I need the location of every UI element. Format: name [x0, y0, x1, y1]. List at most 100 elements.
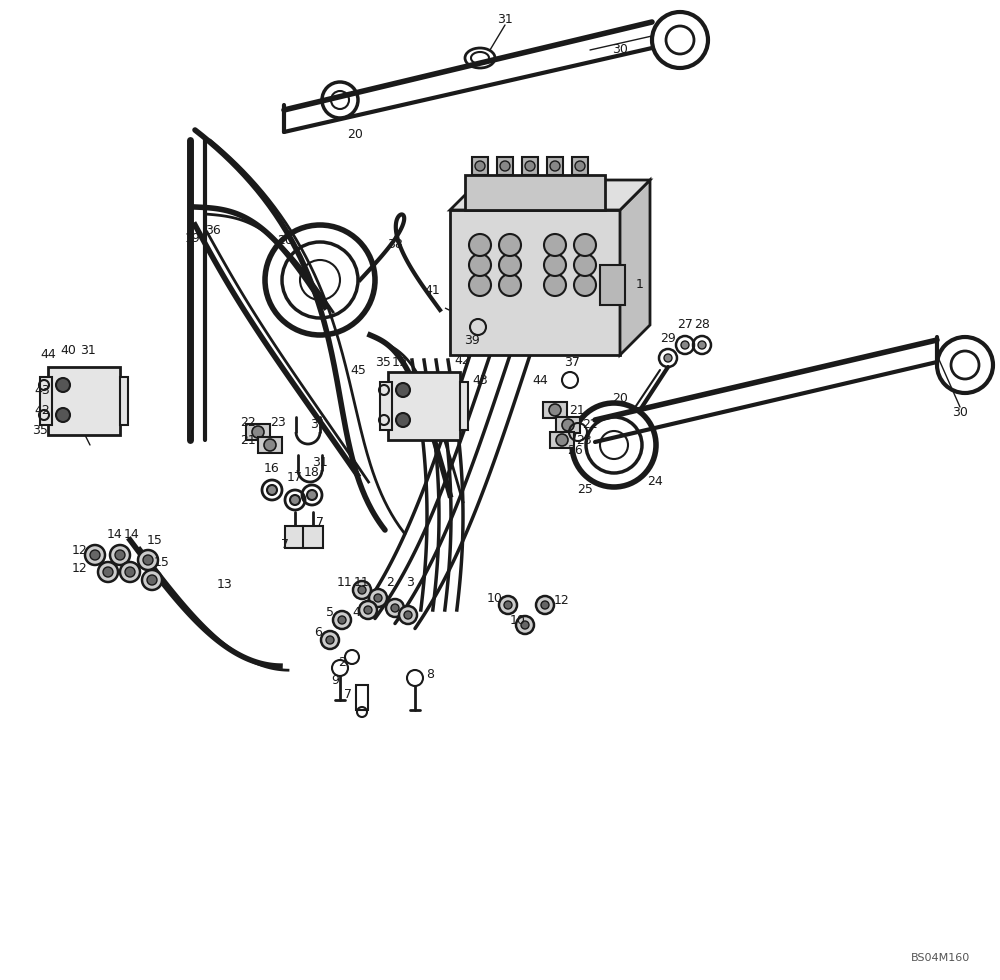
- Text: 12: 12: [72, 562, 88, 574]
- Circle shape: [525, 161, 535, 171]
- Text: 12: 12: [554, 594, 570, 607]
- Circle shape: [142, 570, 162, 590]
- Circle shape: [85, 545, 105, 565]
- Text: 31: 31: [80, 344, 96, 357]
- Circle shape: [499, 254, 521, 276]
- Circle shape: [681, 341, 689, 349]
- Bar: [497, 157, 513, 175]
- Text: 18: 18: [304, 466, 320, 479]
- Circle shape: [500, 161, 510, 171]
- Circle shape: [120, 562, 140, 582]
- Text: 19: 19: [392, 356, 408, 368]
- Bar: [572, 157, 588, 175]
- Bar: [543, 402, 567, 418]
- Text: 8: 8: [426, 668, 434, 681]
- Bar: [547, 157, 563, 175]
- Text: 35: 35: [32, 423, 48, 436]
- Bar: [380, 382, 392, 430]
- Circle shape: [138, 550, 158, 570]
- Bar: [600, 265, 625, 305]
- Circle shape: [264, 439, 276, 451]
- Circle shape: [115, 550, 125, 560]
- Circle shape: [536, 596, 554, 614]
- Text: 19: 19: [185, 231, 201, 244]
- Text: 31: 31: [497, 14, 513, 26]
- Text: 22: 22: [240, 416, 256, 428]
- Text: 31: 31: [312, 456, 328, 468]
- Circle shape: [541, 601, 549, 609]
- Circle shape: [110, 545, 130, 565]
- Text: 22: 22: [582, 418, 598, 431]
- Text: 2: 2: [338, 656, 346, 668]
- Text: 21: 21: [569, 404, 585, 416]
- Circle shape: [475, 161, 485, 171]
- Polygon shape: [620, 180, 650, 355]
- Circle shape: [369, 589, 387, 607]
- Circle shape: [521, 621, 529, 629]
- Text: 2: 2: [386, 575, 394, 589]
- Text: 41: 41: [424, 283, 440, 297]
- Circle shape: [404, 611, 412, 619]
- Text: 35: 35: [375, 356, 391, 368]
- Text: 17: 17: [287, 471, 303, 484]
- Text: 3: 3: [406, 575, 414, 589]
- Text: 38: 38: [387, 238, 403, 252]
- Text: 12: 12: [72, 544, 88, 557]
- Circle shape: [544, 274, 566, 296]
- Text: 40: 40: [60, 344, 76, 357]
- Bar: [303, 526, 323, 548]
- Circle shape: [396, 413, 410, 427]
- Circle shape: [544, 234, 566, 256]
- Text: 14: 14: [124, 528, 140, 542]
- Text: 29: 29: [660, 331, 676, 345]
- Text: 44: 44: [40, 349, 56, 362]
- Text: 14: 14: [107, 528, 123, 542]
- Text: 4: 4: [352, 606, 360, 618]
- Bar: [450, 210, 620, 355]
- Text: 11: 11: [337, 575, 353, 589]
- Text: 28: 28: [694, 318, 710, 331]
- Bar: [285, 526, 305, 548]
- Text: 11: 11: [354, 575, 370, 589]
- Text: 16: 16: [264, 462, 280, 474]
- Bar: [120, 377, 128, 425]
- Text: 44: 44: [532, 373, 548, 386]
- Circle shape: [252, 426, 264, 438]
- Text: BS04M160: BS04M160: [910, 953, 970, 963]
- Circle shape: [469, 274, 491, 296]
- Bar: [522, 157, 538, 175]
- Text: 39: 39: [464, 333, 480, 347]
- Circle shape: [267, 485, 277, 495]
- Circle shape: [562, 419, 574, 431]
- Circle shape: [374, 594, 382, 602]
- Circle shape: [56, 378, 70, 392]
- Bar: [388, 372, 460, 440]
- Circle shape: [664, 354, 672, 362]
- Circle shape: [574, 234, 596, 256]
- Circle shape: [399, 606, 417, 624]
- Text: 20: 20: [347, 128, 363, 141]
- Text: 31: 31: [310, 418, 326, 431]
- Circle shape: [333, 611, 351, 629]
- Circle shape: [556, 434, 568, 446]
- Text: 25: 25: [577, 483, 593, 497]
- Text: 42: 42: [454, 354, 470, 367]
- Circle shape: [98, 562, 118, 582]
- Circle shape: [56, 408, 70, 422]
- Text: 26: 26: [567, 444, 583, 457]
- Circle shape: [549, 404, 561, 416]
- Circle shape: [469, 254, 491, 276]
- Text: 15: 15: [154, 556, 170, 568]
- Circle shape: [550, 161, 560, 171]
- Text: 36: 36: [205, 223, 221, 236]
- Bar: [356, 685, 368, 710]
- Text: 43: 43: [34, 383, 50, 397]
- Bar: [465, 175, 605, 210]
- Text: 21: 21: [240, 433, 256, 447]
- Text: 10: 10: [487, 592, 503, 605]
- Circle shape: [516, 616, 534, 634]
- Circle shape: [290, 495, 300, 505]
- Text: 30: 30: [612, 43, 628, 57]
- Bar: [556, 417, 580, 433]
- Bar: [246, 424, 270, 440]
